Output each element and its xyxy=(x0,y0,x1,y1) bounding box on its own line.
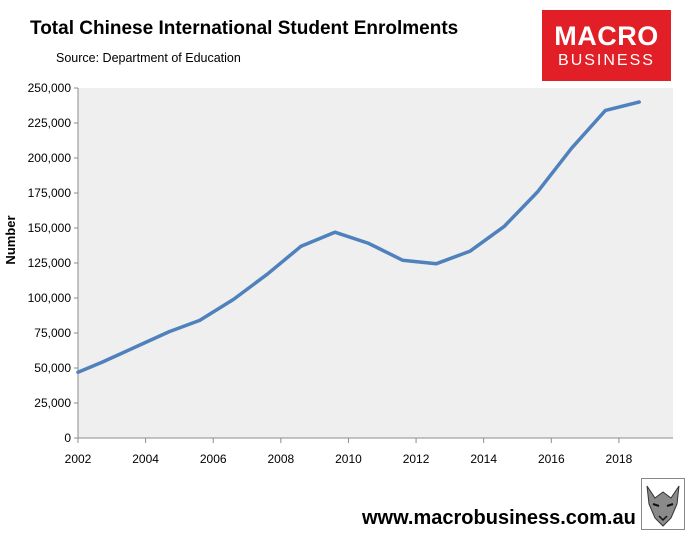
y-tick-label: 25,000 xyxy=(34,396,71,410)
footer-url: www.macrobusiness.com.au xyxy=(362,507,636,529)
y-tick-label: 200,000 xyxy=(28,151,72,165)
chart-source: Source: Department of Education xyxy=(56,51,241,65)
chart-title: Total Chinese International Student Enro… xyxy=(30,18,459,39)
x-tick-label: 2008 xyxy=(267,452,294,466)
x-tick-label: 2018 xyxy=(606,452,633,466)
y-tick-label: 100,000 xyxy=(28,291,72,305)
y-tick-label: 50,000 xyxy=(34,361,71,375)
y-tick-label: 225,000 xyxy=(28,116,72,130)
logo-line-business: BUSINESS xyxy=(558,51,655,69)
y-axis-label: Number xyxy=(3,215,18,264)
plot-area xyxy=(78,88,673,438)
x-tick-label: 2002 xyxy=(65,452,92,466)
x-tick-label: 2010 xyxy=(335,452,362,466)
x-tick-label: 2004 xyxy=(132,452,159,466)
x-tick-label: 2014 xyxy=(470,452,497,466)
y-tick-label: 175,000 xyxy=(28,186,72,200)
wolf-emblem-icon xyxy=(641,478,685,530)
y-tick-label: 150,000 xyxy=(28,221,72,235)
x-tick-label: 2012 xyxy=(403,452,430,466)
x-tick-label: 2006 xyxy=(200,452,227,466)
y-tick-label: 75,000 xyxy=(34,326,71,340)
y-tick-label: 250,000 xyxy=(28,81,72,95)
x-tick-label: 2016 xyxy=(538,452,565,466)
y-tick-label: 125,000 xyxy=(28,256,72,270)
x-axis: 2002 2004 2006 2008 2010 2012 2014 2016 2018 xyxy=(65,437,673,466)
macrobusiness-logo: MACRO BUSINESS xyxy=(542,10,671,81)
logo-line-macro: MACRO xyxy=(554,20,659,51)
y-axis: 0 25,000 50,000 75,000 100,000 125,000 150,000… xyxy=(28,81,79,445)
series-line-enrolments xyxy=(76,100,641,374)
y-tick-label: 0 xyxy=(64,431,71,445)
